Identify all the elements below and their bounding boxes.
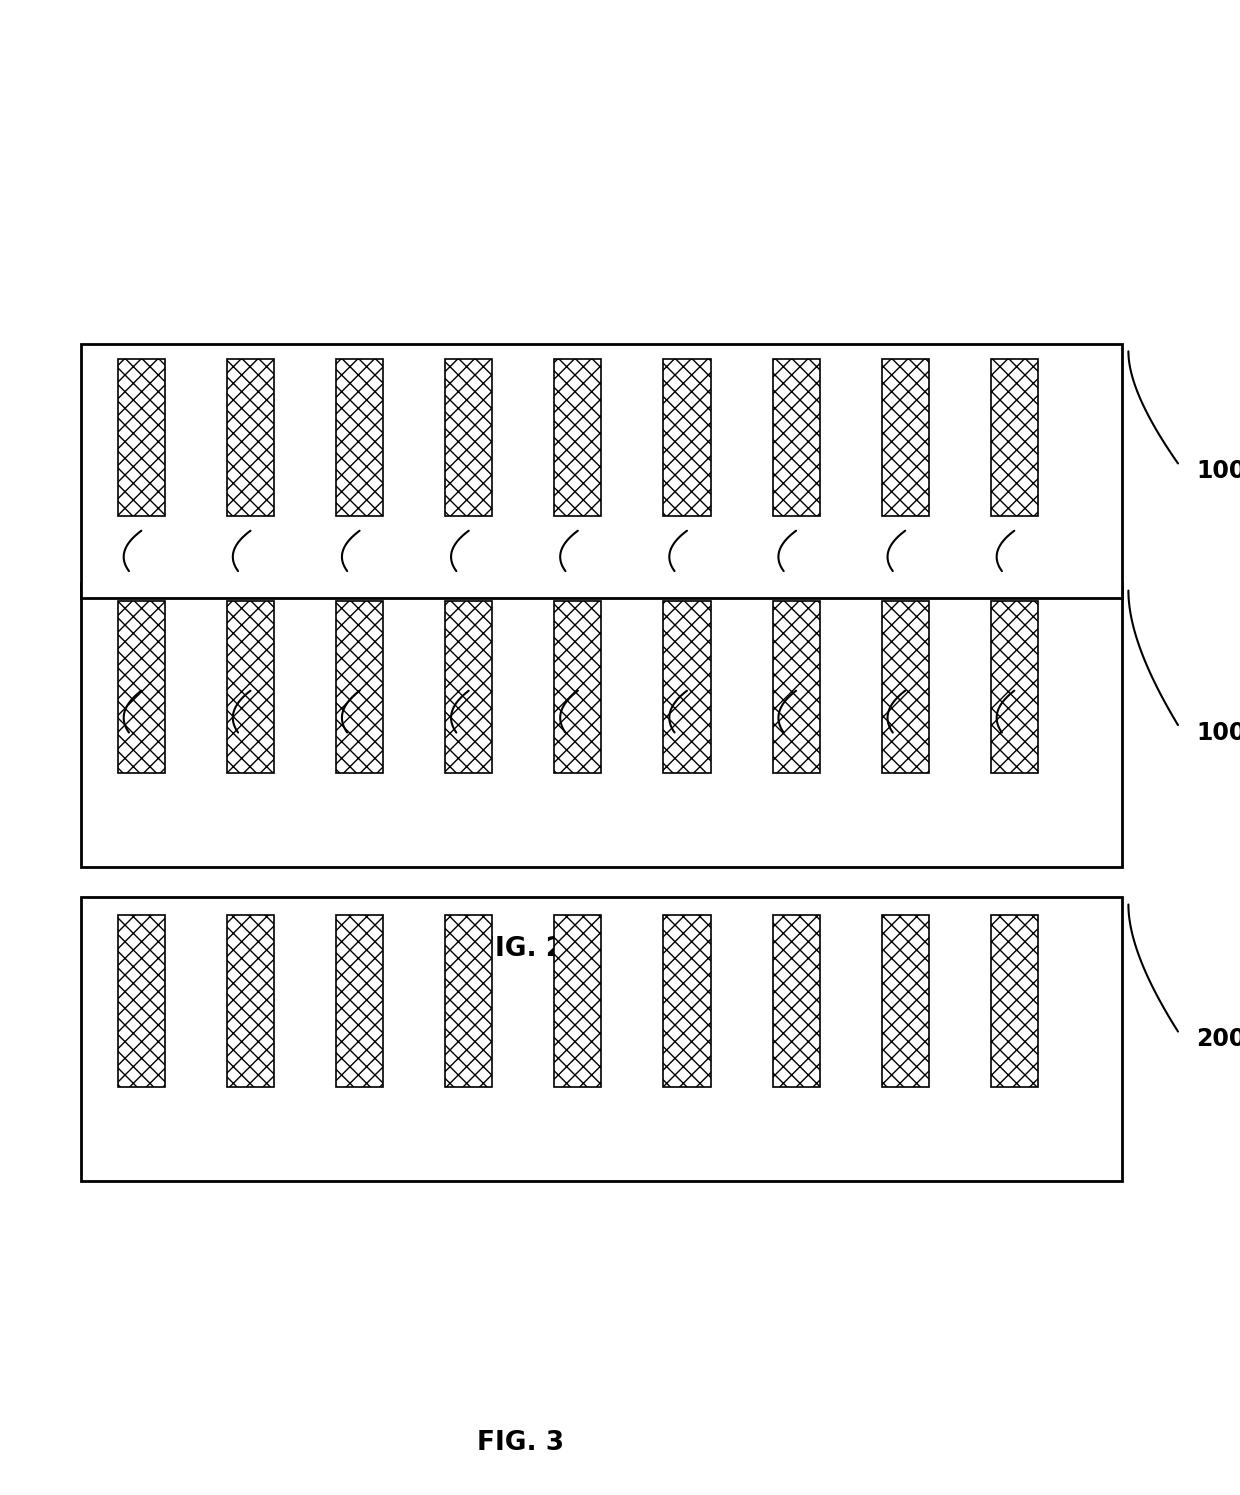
Bar xyxy=(81,344,1122,598)
Bar xyxy=(445,915,492,1087)
Bar xyxy=(554,359,601,516)
Text: 100: 100 xyxy=(1197,721,1240,745)
Text: FIG. 3: FIG. 3 xyxy=(477,1429,564,1456)
Bar xyxy=(81,583,1122,867)
Text: 100: 100 xyxy=(1197,459,1240,483)
Bar xyxy=(882,359,929,516)
Bar xyxy=(445,601,492,773)
Bar xyxy=(336,359,383,516)
Text: 52: 52 xyxy=(126,641,156,661)
Bar xyxy=(663,359,711,516)
Text: 52: 52 xyxy=(236,641,265,661)
Bar xyxy=(336,601,383,773)
Bar xyxy=(336,915,383,1087)
Text: 51: 51 xyxy=(781,481,811,501)
Text: 52: 52 xyxy=(890,641,920,661)
Bar xyxy=(882,915,929,1087)
Bar xyxy=(554,601,601,773)
Bar xyxy=(663,915,711,1087)
Text: 52: 52 xyxy=(454,641,484,661)
Bar xyxy=(445,359,492,516)
Text: 52: 52 xyxy=(672,641,702,661)
Bar xyxy=(118,359,165,516)
Text: 52: 52 xyxy=(345,641,374,661)
Text: 200: 200 xyxy=(1197,1027,1240,1051)
Bar xyxy=(991,601,1038,773)
Text: 51: 51 xyxy=(236,481,265,501)
Bar xyxy=(882,601,929,773)
Text: 51: 51 xyxy=(890,481,920,501)
Bar xyxy=(773,359,820,516)
Bar xyxy=(663,601,711,773)
Bar xyxy=(773,915,820,1087)
Text: 51: 51 xyxy=(563,481,593,501)
Bar xyxy=(773,601,820,773)
Text: 52: 52 xyxy=(999,641,1029,661)
Bar xyxy=(118,601,165,773)
Text: FIG. 2: FIG. 2 xyxy=(477,936,564,963)
Bar xyxy=(554,915,601,1087)
Bar xyxy=(81,897,1122,1181)
Text: 51: 51 xyxy=(126,481,156,501)
Text: 51: 51 xyxy=(999,481,1029,501)
Bar xyxy=(227,915,274,1087)
Text: 51: 51 xyxy=(672,481,702,501)
Text: 52: 52 xyxy=(781,641,811,661)
Text: 51: 51 xyxy=(345,481,374,501)
Bar xyxy=(118,915,165,1087)
Bar xyxy=(227,601,274,773)
Text: 52: 52 xyxy=(563,641,593,661)
Bar xyxy=(227,359,274,516)
Bar xyxy=(991,359,1038,516)
Bar xyxy=(991,915,1038,1087)
Text: 51: 51 xyxy=(454,481,484,501)
